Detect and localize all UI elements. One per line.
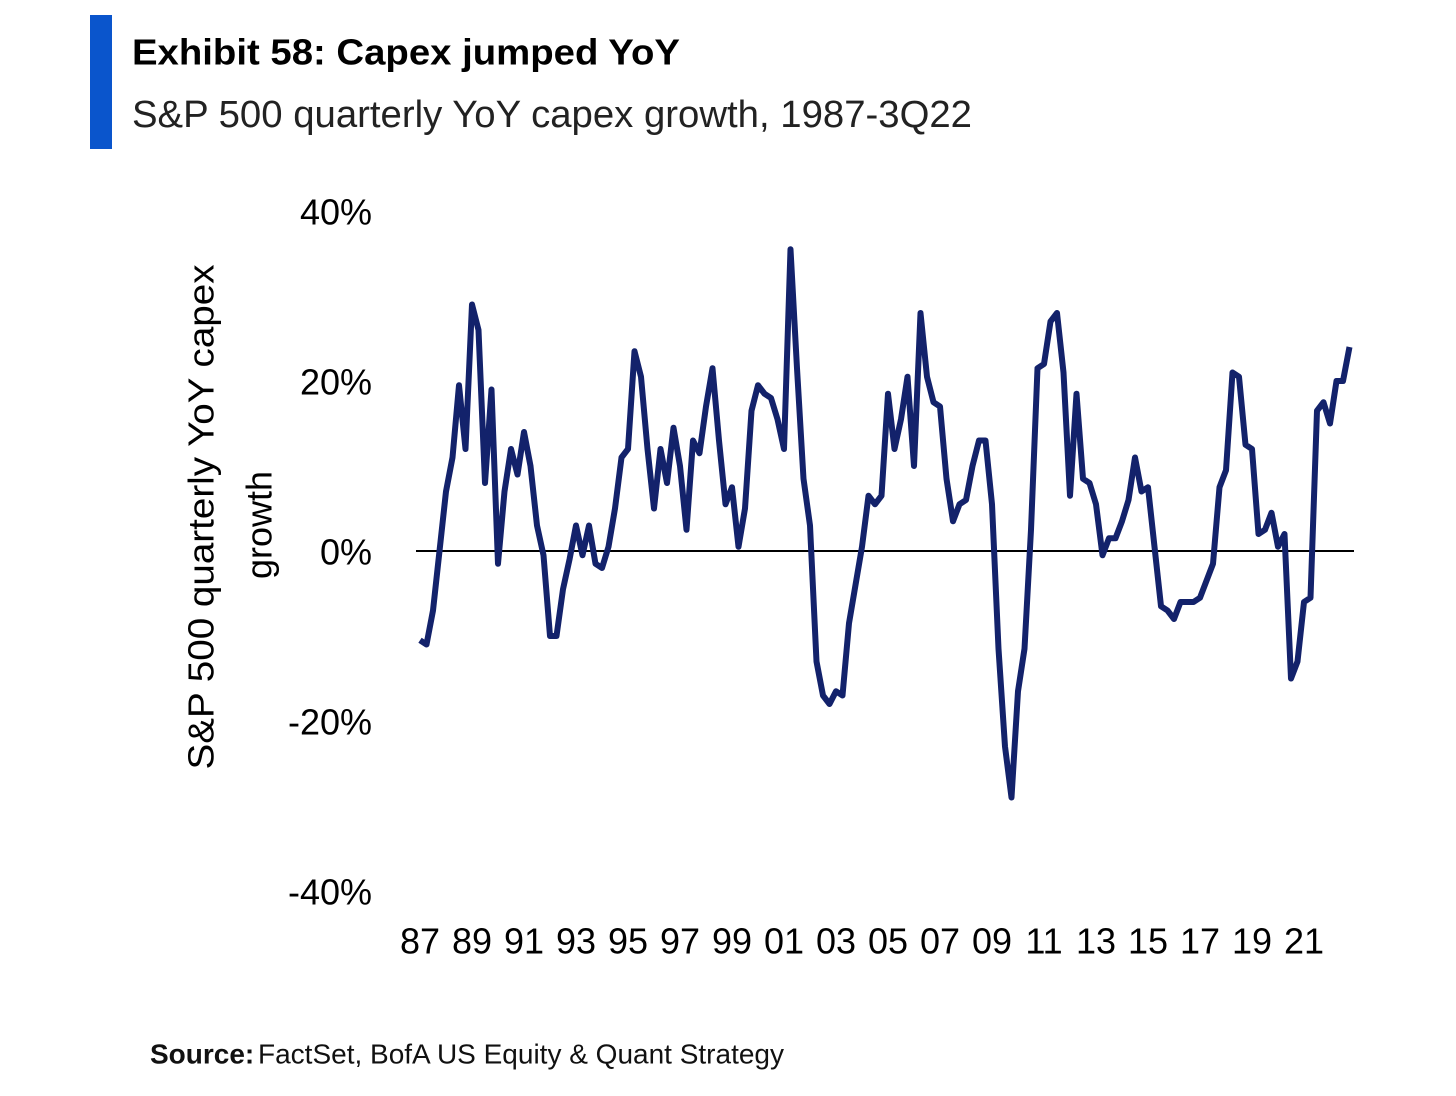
x-tick-label: 95 bbox=[608, 921, 648, 962]
x-tick-label: 97 bbox=[660, 921, 700, 962]
y-tick-label: 20% bbox=[300, 362, 372, 403]
x-tick-label: 05 bbox=[868, 921, 908, 962]
x-tick-label: 87 bbox=[400, 921, 440, 962]
x-tick-label: 91 bbox=[504, 921, 544, 962]
x-tick-label: 89 bbox=[452, 921, 492, 962]
y-tick-label: -40% bbox=[288, 872, 372, 913]
x-tick-label: 13 bbox=[1076, 921, 1116, 962]
y-tick-label: -20% bbox=[288, 702, 372, 743]
x-tick-label: 17 bbox=[1180, 921, 1220, 962]
source-label: Source: bbox=[150, 1038, 254, 1069]
y-axis-label: growth bbox=[239, 471, 280, 579]
chart-title: Exhibit 58: Capex jumped YoY bbox=[132, 32, 680, 73]
source-text: FactSet, BofA US Equity & Quant Strategy bbox=[258, 1038, 784, 1069]
x-tick-label: 19 bbox=[1232, 921, 1272, 962]
x-tick-label: 11 bbox=[1025, 921, 1062, 962]
y-tick-label: 40% bbox=[300, 192, 372, 233]
x-tick-label: 15 bbox=[1128, 921, 1168, 962]
x-tick-label: 01 bbox=[764, 921, 804, 962]
x-tick-label: 03 bbox=[816, 921, 856, 962]
y-tick-label: 0% bbox=[320, 532, 372, 573]
x-tick-label: 09 bbox=[972, 921, 1012, 962]
chart-subtitle: S&P 500 quarterly YoY capex growth, 1987… bbox=[132, 94, 972, 136]
x-tick-label: 21 bbox=[1284, 921, 1324, 962]
x-tick-label: 99 bbox=[712, 921, 752, 962]
x-tick-label: 93 bbox=[556, 921, 596, 962]
x-tick-label: 07 bbox=[920, 921, 960, 962]
data-line bbox=[418, 246, 1353, 801]
accent-bar bbox=[90, 15, 112, 149]
y-axis-label: S&P 500 quarterly YoY capex bbox=[181, 265, 222, 770]
